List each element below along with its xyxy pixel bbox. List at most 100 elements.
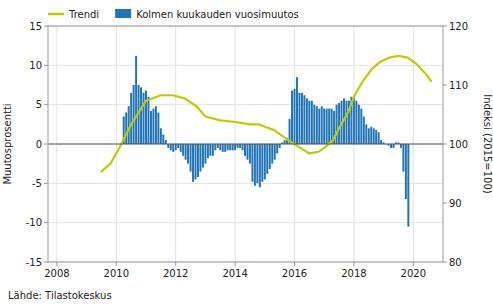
bar: [306, 98, 308, 144]
x-tick: [116, 262, 117, 266]
bar: [318, 109, 320, 144]
y2-axis-label: Indeksi (2015=100): [482, 94, 493, 194]
bar: [160, 128, 162, 144]
bar: [130, 93, 132, 144]
y-tick: [44, 222, 48, 223]
bar: [328, 109, 330, 144]
bar: [264, 144, 266, 179]
bar: [150, 111, 152, 144]
x-tick: [413, 262, 414, 266]
y-grid-line: [48, 183, 443, 184]
bar: [234, 144, 236, 150]
bar: [368, 128, 370, 144]
bar: [254, 144, 256, 186]
y-tick-label: -10: [26, 217, 42, 228]
bar: [242, 144, 244, 150]
bar: [192, 144, 194, 182]
bar: [402, 144, 404, 172]
zero-line: [48, 144, 443, 145]
bar: [380, 140, 382, 144]
x-tick-label: 2010: [104, 268, 129, 279]
bar: [232, 144, 234, 150]
y-tick: [44, 262, 48, 263]
bar: [375, 130, 377, 144]
bar: [378, 132, 380, 144]
bar: [167, 144, 169, 148]
bar: [284, 140, 286, 144]
bar: [266, 144, 268, 174]
y-tick: [44, 65, 48, 66]
y2-tick: [443, 262, 447, 263]
y-grid-line: [48, 65, 443, 66]
bar: [157, 113, 159, 144]
bar: [326, 109, 328, 144]
bar: [204, 144, 206, 164]
plot-frame: [48, 26, 443, 262]
bar: [316, 106, 318, 144]
bar: [162, 135, 164, 144]
y2-tick-label: 80: [449, 257, 462, 268]
bar: [370, 127, 372, 144]
bar: [298, 93, 300, 144]
y-tick-label: 15: [29, 21, 42, 32]
bar: [390, 144, 392, 148]
bar: [294, 89, 296, 144]
bar: [175, 144, 177, 150]
bar: [256, 144, 258, 183]
x-tick: [294, 262, 295, 266]
legend-label: Trendi: [68, 9, 99, 20]
legend-swatch: [115, 9, 131, 18]
y2-tick: [443, 203, 447, 204]
legend: Trendi Kolmen kuukauden vuosimuutos: [48, 9, 299, 20]
bar: [345, 101, 347, 144]
legend-label: Kolmen kuukauden vuosimuutos: [136, 9, 299, 20]
x-tick-label: 2012: [163, 268, 188, 279]
bar: [313, 105, 315, 144]
bar: [145, 91, 147, 144]
source-note: Lähde: Tilastokeskus: [8, 290, 112, 301]
bar: [185, 144, 187, 160]
y-tick: [44, 26, 48, 27]
bar: [212, 144, 214, 156]
bar: [165, 140, 167, 144]
bar: [338, 103, 340, 144]
bar: [311, 101, 313, 144]
bar: [393, 144, 395, 148]
bar: [373, 128, 375, 144]
y-tick-label: 5: [36, 99, 42, 110]
bar: [209, 144, 211, 156]
y-axis-label: Muutosprosentti: [2, 103, 13, 184]
bar: [143, 93, 145, 144]
y2-tick: [443, 26, 447, 27]
bar: [172, 144, 174, 152]
bar: [271, 144, 273, 164]
x-tick: [353, 262, 354, 266]
bar: [229, 144, 231, 150]
bar: [244, 144, 246, 156]
bar: [239, 144, 241, 148]
bar: [331, 109, 333, 144]
legend-swatch: [48, 13, 64, 16]
bar: [133, 85, 135, 144]
y2-tick-label: 100: [449, 139, 468, 150]
bar: [227, 144, 229, 150]
x-tick-label: 2020: [401, 268, 426, 279]
bar: [365, 124, 367, 144]
bar: [336, 105, 338, 144]
x-tick: [235, 262, 236, 266]
bar: [125, 113, 127, 144]
bar: [195, 144, 197, 179]
bar: [219, 144, 221, 150]
bar: [323, 109, 325, 144]
y2-tick-label: 110: [449, 80, 468, 91]
bar: [222, 144, 224, 152]
y-tick-label: 0: [36, 139, 42, 150]
bar: [301, 93, 303, 144]
y-tick: [44, 183, 48, 184]
y2-tick-label: 90: [449, 198, 462, 209]
bar: [152, 109, 154, 144]
bar: [276, 144, 278, 153]
bar: [358, 105, 360, 144]
bar: [405, 144, 407, 199]
grid: [48, 26, 443, 262]
